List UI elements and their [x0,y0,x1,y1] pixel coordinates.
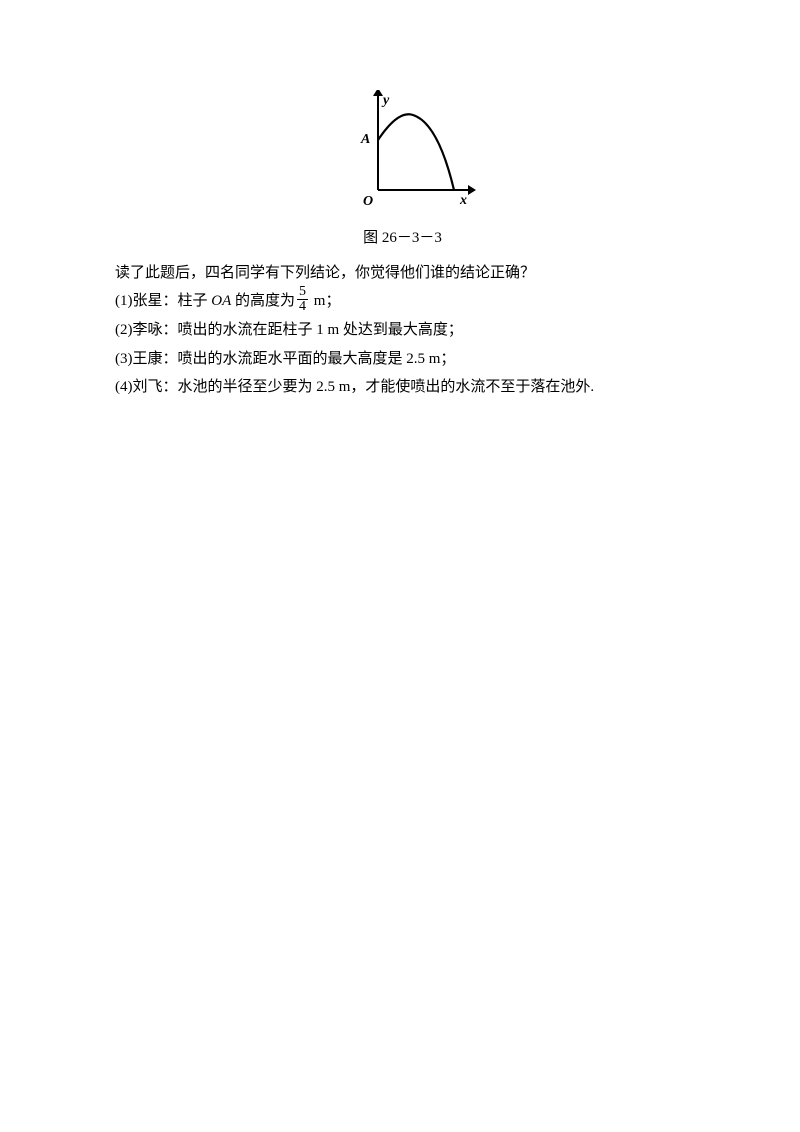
axis-label-y: y [381,93,390,108]
figure-container: y x A O [115,90,690,220]
item-no: (3) [115,351,133,367]
student-name: 王康 [133,351,163,367]
text: ：喷出的水流距水平面的最大高度是 2.5 m； [163,351,456,367]
text-pre: ：柱子 [163,293,212,309]
oa-symbol: OA [211,293,231,309]
text: ：水池的半径至少要为 2.5 m，才能使喷出的水流不至于落在池外. [163,379,595,395]
student-name: 张星 [133,293,163,309]
origin-label: O [363,194,373,209]
text: ：喷出的水流在距柱子 1 m 处达到最大高度； [163,322,463,338]
axis-label-x: x [459,193,467,208]
parabola-graph: y x A O [328,90,478,220]
conclusion-3: (3)王康：喷出的水流距水平面的最大高度是 2.5 m； [115,345,690,374]
fraction-den: 4 [297,300,308,314]
student-name: 刘飞 [133,379,163,395]
item-no: (2) [115,322,133,338]
conclusion-4: (4)刘飞：水池的半径至少要为 2.5 m，才能使喷出的水流不至于落在池外. [115,373,690,402]
fraction: 54 [297,285,308,314]
point-label-a: A [360,132,370,147]
fraction-num: 5 [297,285,308,300]
item-no: (1) [115,293,133,309]
item-no: (4) [115,379,133,395]
figure-caption: 图 26－3－3 [115,224,690,253]
text-post: m； [310,293,340,309]
conclusion-1: (1)张星：柱子 OA 的高度为54 m； [115,287,690,316]
text-mid: 的高度为 [231,293,295,309]
intro-text: 读了此题后，四名同学有下列结论，你觉得他们谁的结论正确？ [115,259,690,288]
student-name: 李咏 [133,322,163,338]
conclusion-2: (2)李咏：喷出的水流在距柱子 1 m 处达到最大高度； [115,316,690,345]
